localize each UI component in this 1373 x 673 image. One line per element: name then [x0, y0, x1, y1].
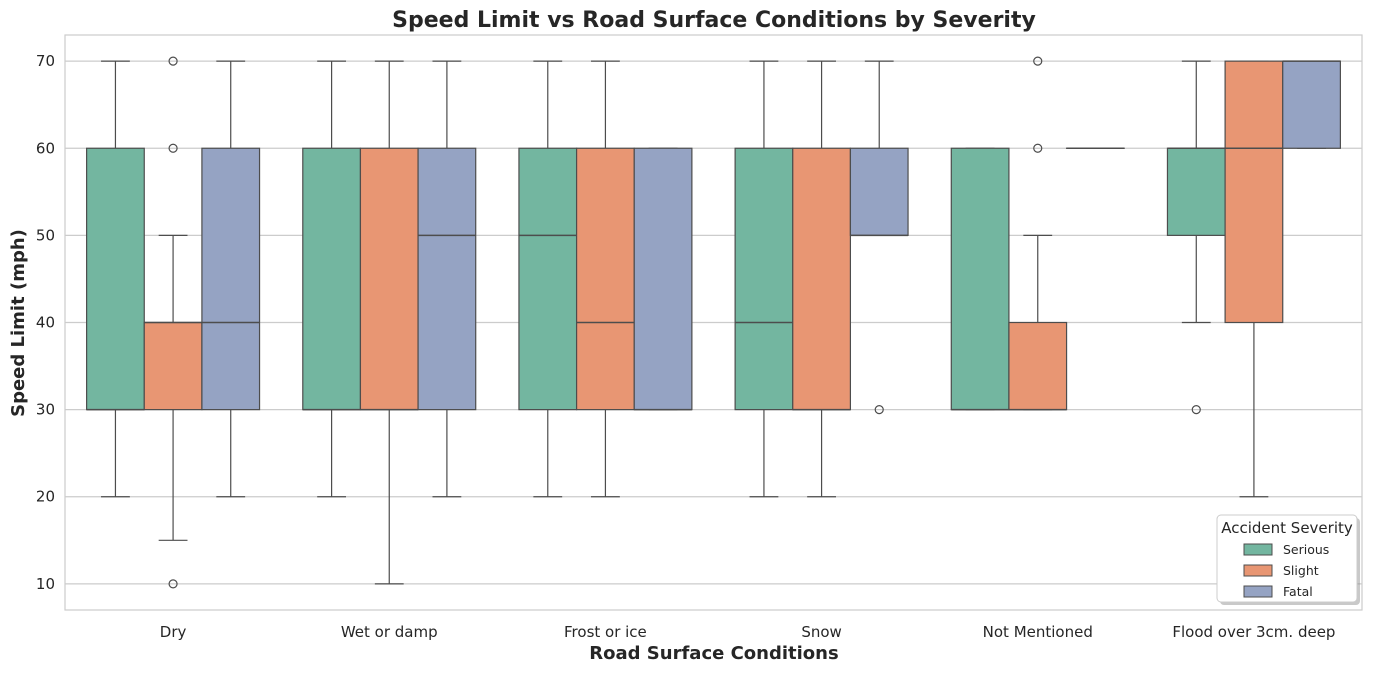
outlier-point — [1033, 56, 1043, 66]
legend-frame — [1216, 514, 1358, 603]
x-tick-label: Dry — [160, 623, 187, 641]
box-iqr — [201, 147, 261, 411]
legend-title: Accident Severity — [1221, 519, 1353, 537]
box-iqr — [417, 147, 477, 411]
x-axis-label: Road Surface Conditions — [589, 643, 838, 664]
box-slight — [143, 56, 203, 589]
y-tick-label: 40 — [36, 314, 55, 332]
x-tick-labels: Dry Wet or damp Frost or ice Snow Not Mentio… — [160, 623, 1336, 641]
outlier-point — [1033, 143, 1043, 153]
y-tick-label: 50 — [36, 226, 55, 244]
outlier-point — [168, 143, 178, 153]
box-iqr — [359, 147, 419, 411]
box-fatal — [1282, 60, 1341, 149]
box-iqr — [734, 147, 794, 411]
legend: Accident Severity Serious Slight Fatal — [1216, 514, 1360, 605]
y-tick-label: 70 — [36, 52, 55, 70]
box-iqr — [518, 147, 578, 411]
box-slight — [1008, 56, 1068, 411]
box-iqr — [633, 147, 693, 411]
x-tick-label: Not Mentioned — [983, 623, 1093, 641]
legend-swatch-serious — [1243, 543, 1273, 556]
box-iqr — [849, 147, 909, 236]
outlier-point — [168, 579, 178, 589]
series-serious — [86, 60, 1226, 498]
box-iqr — [1224, 60, 1284, 324]
y-tick-label: 30 — [36, 401, 55, 419]
y-tick-label: 60 — [36, 139, 55, 157]
box-iqr — [575, 147, 635, 411]
box-slight — [359, 60, 419, 585]
box-fatal — [633, 147, 693, 411]
box-iqr — [792, 147, 852, 411]
box-iqr — [1282, 60, 1341, 149]
box-iqr — [302, 147, 362, 411]
x-tick-label: Frost or ice — [564, 623, 647, 641]
y-axis-label: Speed Limit (mph) — [8, 229, 29, 417]
legend-label-fatal: Fatal — [1283, 584, 1313, 599]
x-tick-label: Flood over 3cm. deep — [1172, 623, 1335, 641]
box-iqr — [86, 147, 145, 411]
box-serious — [518, 60, 578, 498]
box-groups — [86, 56, 1341, 589]
box-iqr — [950, 147, 1010, 411]
outlier-point — [874, 405, 884, 415]
box-fatal — [201, 60, 261, 498]
outlier-point — [168, 56, 178, 66]
series-slight — [143, 56, 1284, 589]
outlier-point — [1191, 405, 1201, 415]
legend-label-slight: Slight — [1283, 563, 1319, 578]
box-slight — [1224, 60, 1284, 498]
y-tick-label: 20 — [36, 488, 55, 506]
legend-swatch-fatal — [1243, 585, 1273, 598]
legend-label-serious: Serious — [1283, 542, 1329, 557]
box-serious — [1166, 60, 1226, 415]
series-fatal — [201, 60, 1341, 498]
box-serious — [734, 60, 794, 498]
x-tick-label: Wet or damp — [341, 623, 438, 641]
box-iqr — [143, 321, 203, 411]
box-iqr — [1008, 321, 1068, 411]
box-serious — [302, 60, 362, 498]
legend-swatch-slight — [1243, 564, 1273, 577]
grid-lines — [65, 60, 1362, 585]
box-iqr — [1166, 147, 1226, 236]
box-slight — [575, 60, 635, 498]
box-slight — [792, 60, 852, 498]
box-fatal — [417, 60, 477, 498]
box-fatal — [849, 60, 909, 415]
x-tick-label: Snow — [801, 623, 841, 641]
box-serious — [86, 60, 145, 498]
y-tick-labels: 10 20 30 40 50 60 70 — [36, 52, 55, 593]
box-serious — [950, 147, 1010, 411]
y-tick-label: 10 — [36, 575, 55, 593]
chart-title: Speed Limit vs Road Surface Conditions b… — [392, 8, 1036, 33]
